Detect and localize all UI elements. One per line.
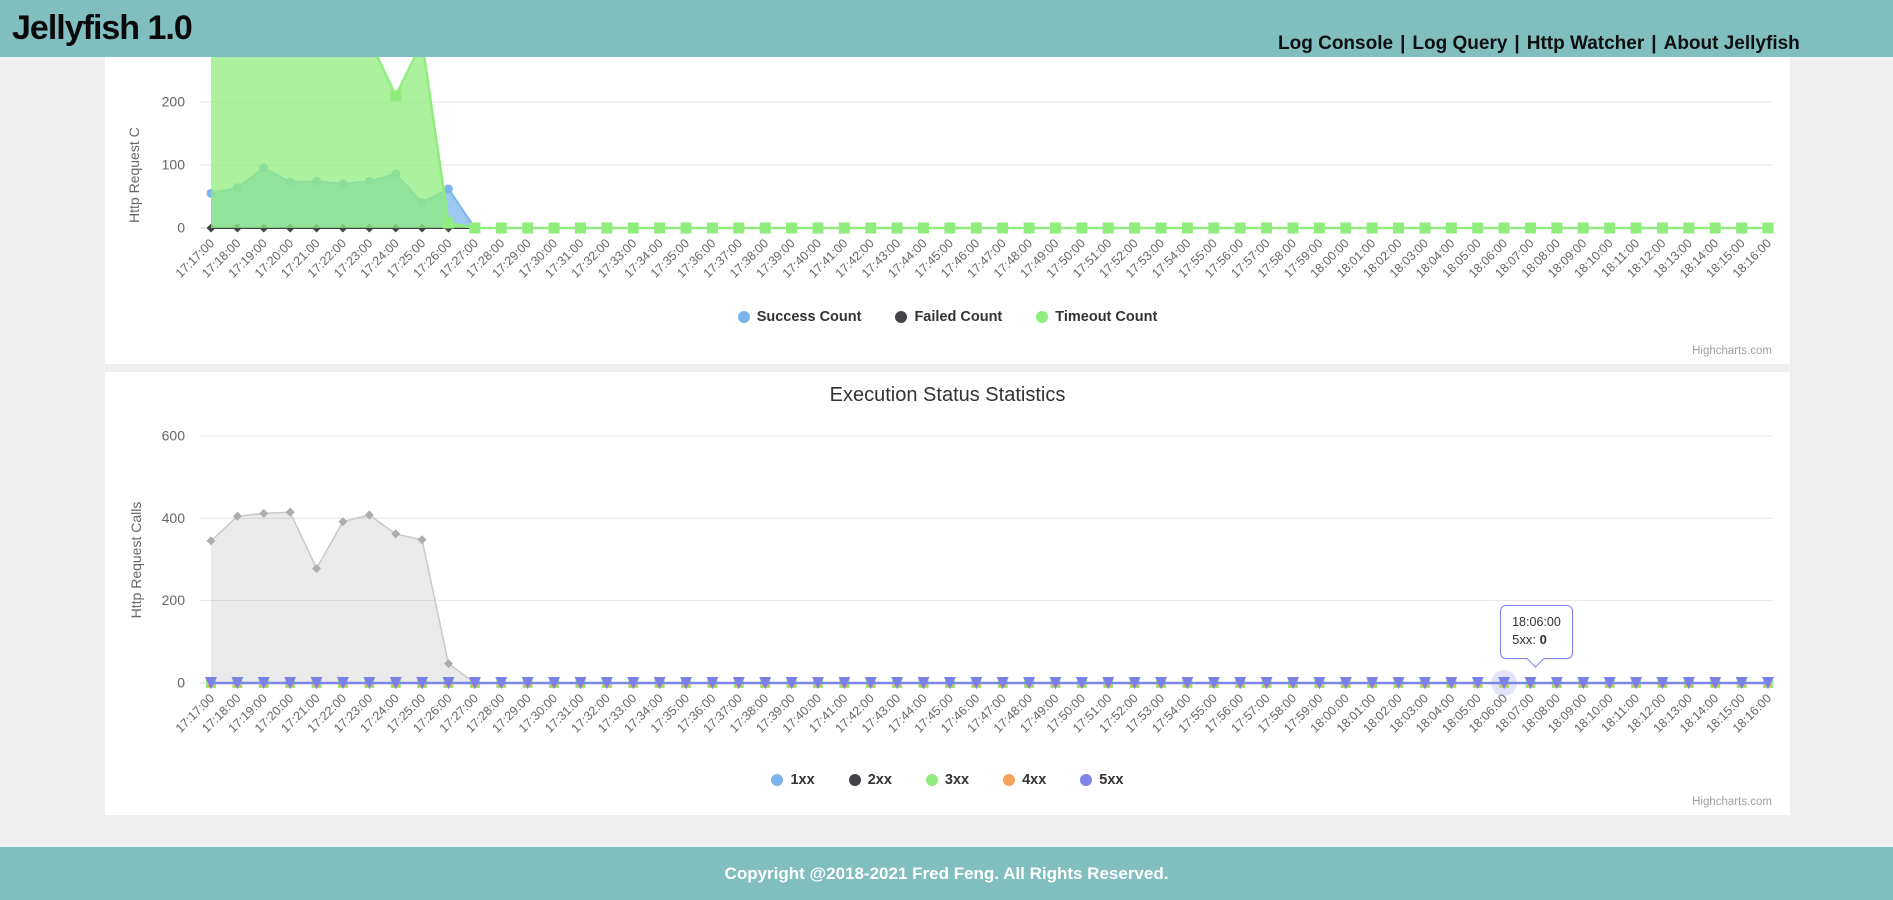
legend-item-1xx[interactable]: 1xx	[771, 772, 815, 788]
app-title: Jellyfish 1.0	[12, 9, 193, 47]
chart2-title: Execution Status Statistics	[829, 384, 1066, 406]
nav-separator: |	[1514, 33, 1520, 54]
top-nav: Log Console | Log Query | Http Watcher | About…	[1278, 33, 1800, 55]
nav-separator: |	[1651, 33, 1657, 54]
legend-marker-icon	[1080, 774, 1093, 786]
app-header: Jellyfish 1.0 Log Console | Log Query | Http…	[0, 0, 1893, 57]
chart2-y-axis-title: Http Request Calls	[128, 502, 144, 619]
svg-text:200: 200	[162, 94, 186, 110]
execution-status-chart[interactable]: 020040060017:17:0017:18:0017:19:0017:20:…	[105, 372, 1790, 815]
legend-item-timeout-count[interactable]: Timeout Count	[1036, 309, 1157, 325]
svg-text:0: 0	[177, 220, 185, 236]
chart2-legend: 1xx 2xx 3xx 4xx 5xx	[105, 772, 1790, 788]
legend-item-5xx[interactable]: 5xx	[1080, 772, 1124, 788]
copyright-text: Copyright @2018-2021 Fred Feng. All Righ…	[724, 864, 1169, 883]
legend-item-failed-count[interactable]: Failed Count	[895, 309, 1002, 325]
legend-item-success-count[interactable]: Success Count	[737, 309, 861, 325]
legend-marker-icon	[1036, 311, 1049, 323]
http-request-count-chart-card: 0 100 200 17:17:00 17:18:00 17:19:00 17:20:00 1…	[105, 57, 1790, 364]
legend-marker-icon	[925, 774, 938, 786]
legend-item-3xx[interactable]: 3xx	[925, 772, 969, 788]
highcharts-credit-link[interactable]: Highcharts.com	[1692, 796, 1772, 808]
chart1-y-axis-title: Http Request C	[126, 127, 142, 223]
tooltip-time: 18:06:00	[1512, 615, 1561, 629]
legend-marker-icon	[1003, 774, 1016, 786]
svg-text:200: 200	[162, 592, 186, 608]
legend-item-2xx[interactable]: 2xx	[848, 772, 892, 788]
legend-item-4xx[interactable]: 4xx	[1003, 772, 1046, 788]
chart1-legend: Success Count Failed Count Timeout Count	[105, 309, 1790, 325]
app-footer: Copyright @2018-2021 Fred Feng. All Righ…	[0, 847, 1893, 900]
legend-marker-icon	[737, 311, 750, 323]
http-request-count-chart[interactable]: 010020017:17:0017:18:0017:19:0017:20:001…	[105, 57, 1790, 364]
nav-link-log-console[interactable]: Log Console	[1278, 33, 1394, 54]
nav-link-log-query[interactable]: Log Query	[1412, 33, 1508, 54]
chart-tooltip: 18:06:00 5xx: 0	[1500, 605, 1573, 659]
svg-text:0: 0	[177, 675, 185, 691]
highcharts-credit-link[interactable]: Highcharts.com	[1692, 345, 1772, 357]
svg-text:600: 600	[162, 427, 186, 443]
legend-marker-icon	[848, 774, 861, 786]
nav-link-http-watcher[interactable]: Http Watcher	[1526, 33, 1645, 54]
svg-text:400: 400	[162, 510, 186, 526]
nav-separator: |	[1400, 33, 1406, 54]
execution-status-chart-card: Execution Status Statistics 0 200 400 600 17…	[105, 372, 1790, 815]
nav-link-about-jellyfish[interactable]: About Jellyfish	[1663, 33, 1800, 54]
legend-marker-icon	[895, 311, 908, 323]
tooltip-value-line: 5xx: 0	[1512, 632, 1547, 648]
legend-marker-icon	[771, 774, 784, 786]
svg-text:100: 100	[162, 157, 186, 173]
